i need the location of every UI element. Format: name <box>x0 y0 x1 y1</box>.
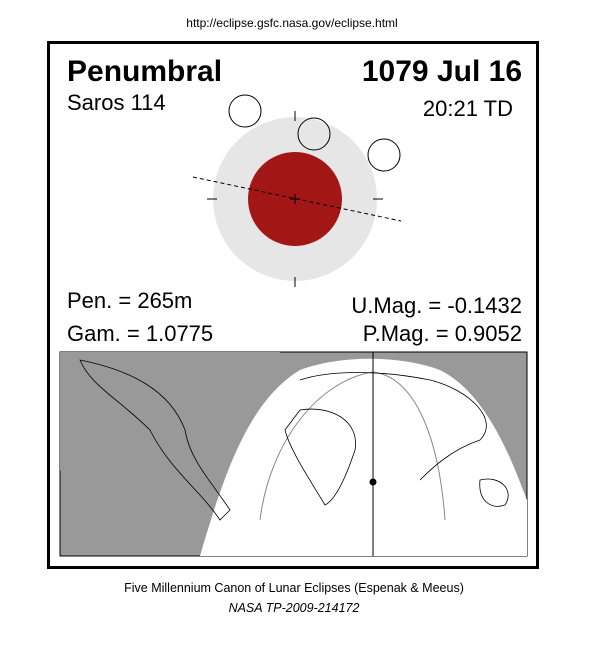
eclipse-date: 1079 Jul 16 <box>362 55 522 88</box>
saros: Saros 114 <box>67 90 166 115</box>
world-map <box>59 351 528 557</box>
time: 20:21 TD <box>423 96 513 121</box>
gamma: Gam. = 1.0775 <box>67 321 213 346</box>
reference: NASA TP-2009-214172 <box>229 601 360 615</box>
old-world-coast <box>284 372 509 507</box>
sub-lunar-point <box>369 478 377 486</box>
penumbral-magnitude: P.Mag. = 0.9052 <box>363 321 522 346</box>
moon <box>297 117 331 151</box>
pen-duration: Pen. = 265m <box>67 288 192 313</box>
americas-coast <box>79 359 231 521</box>
night-zone <box>60 352 280 535</box>
shadow-diagram <box>192 94 402 287</box>
url: http://eclipse.gsfc.nasa.gov/eclipse.htm… <box>186 16 397 30</box>
visibility-zone <box>200 358 527 556</box>
axis-ticks <box>207 111 383 287</box>
umbral-magnitude: U.Mag. = -0.1432 <box>351 293 522 318</box>
moon <box>228 94 262 128</box>
canon: Five Millennium Canon of Lunar Eclipses … <box>124 581 464 595</box>
eclipse-type: Penumbral <box>67 55 222 88</box>
moon <box>367 138 401 172</box>
